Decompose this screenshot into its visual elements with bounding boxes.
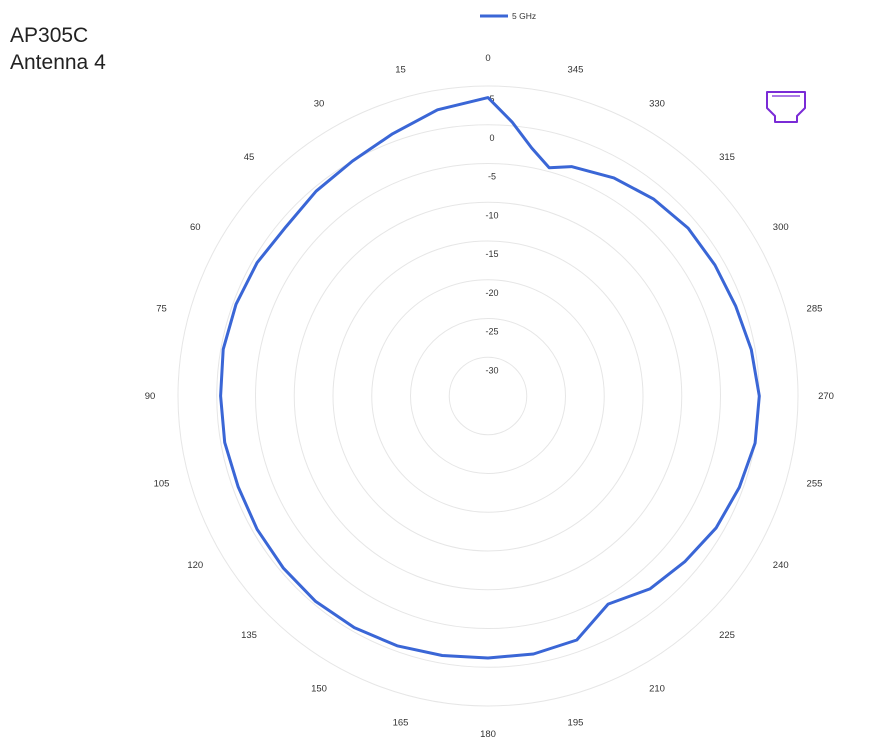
angle-tick-label: 330 bbox=[649, 98, 665, 109]
angle-tick-label: 225 bbox=[719, 630, 735, 641]
series-layer bbox=[219, 96, 761, 660]
radial-tick-label: -30 bbox=[485, 365, 498, 375]
angle-tick-label: 150 bbox=[311, 684, 327, 695]
angle-tick-label: 90 bbox=[145, 391, 156, 402]
angle-tick-label: 165 bbox=[393, 717, 409, 728]
angle-tick-label: 270 bbox=[818, 391, 834, 402]
grid-circle-minus-30 bbox=[448, 356, 528, 436]
ap-icon-shape bbox=[766, 91, 806, 123]
angle-tick-label: 195 bbox=[568, 717, 584, 728]
angle-tick-label: 135 bbox=[241, 630, 257, 641]
series-line-5ghz bbox=[219, 96, 761, 660]
legend: 5 GHz bbox=[480, 11, 536, 21]
angle-tick-label: 240 bbox=[773, 560, 789, 571]
angle-tick-label: 75 bbox=[156, 304, 167, 315]
angle-tick-label: 180 bbox=[480, 729, 496, 740]
angle-tick-label: 60 bbox=[190, 222, 201, 233]
chart-title-line-1: AP305C bbox=[10, 24, 89, 47]
radial-tick-label: -5 bbox=[488, 172, 496, 182]
angle-tick-label: 210 bbox=[649, 684, 665, 695]
angle-tick-label: 105 bbox=[154, 478, 170, 489]
ap-orientation-icon bbox=[766, 91, 806, 123]
angle-tick-label: 15 bbox=[395, 65, 406, 76]
angle-tick-label: 0 bbox=[485, 53, 490, 64]
angle-tick-label: 300 bbox=[773, 222, 789, 233]
angle-tick-label: 285 bbox=[807, 304, 823, 315]
grid-circle-minus-15 bbox=[332, 240, 644, 552]
radial-tick-label: -20 bbox=[485, 288, 498, 298]
radial-tick-label: -15 bbox=[485, 249, 498, 259]
grid-circle-minus-25 bbox=[410, 318, 566, 474]
angle-tick-label: 255 bbox=[807, 478, 823, 489]
radial-tick-label: -25 bbox=[485, 327, 498, 337]
angle-tick-label: 120 bbox=[187, 560, 203, 571]
angle-tick-label: 30 bbox=[314, 98, 325, 109]
radial-tick-label: 0 bbox=[489, 133, 494, 143]
grid-circle-minus-10 bbox=[293, 201, 683, 591]
angle-tick-labels: 0 15 30 45 60 75 90 105 120 135 150 165 180 195 210 225… bbox=[145, 53, 834, 740]
grid-circle-0 bbox=[216, 124, 760, 668]
angle-tick-label: 315 bbox=[719, 152, 735, 163]
legend-label: 5 GHz bbox=[512, 11, 536, 21]
chart-title: AP305C Antenna 4 bbox=[10, 22, 106, 76]
radial-tick-labels: 5 0 -5 -10 -15 -20 -25 -30 bbox=[485, 94, 498, 375]
grid-circle-minus-5 bbox=[255, 163, 721, 629]
radial-tick-label: 5 bbox=[489, 94, 494, 104]
angle-tick-label: 345 bbox=[568, 65, 584, 76]
radial-tick-label: -10 bbox=[485, 210, 498, 220]
chart-title-line-2: Antenna 4 bbox=[10, 51, 106, 74]
grid-circle-minus-20 bbox=[371, 279, 605, 513]
grid-circle-5 bbox=[177, 85, 799, 707]
angle-tick-label: 45 bbox=[244, 152, 255, 163]
